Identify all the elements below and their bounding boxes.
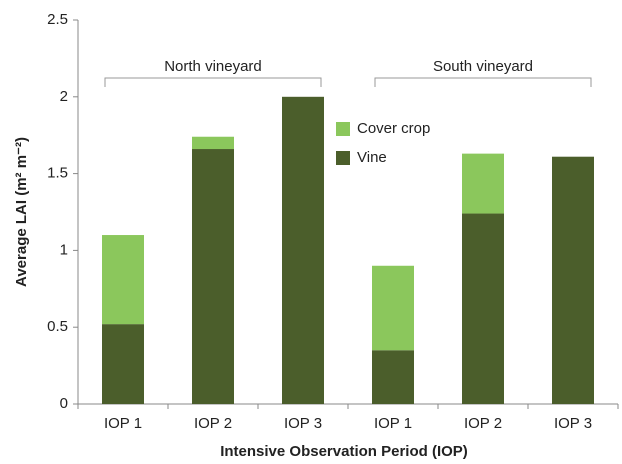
bar-segment	[192, 136, 234, 150]
legend-swatch	[336, 151, 350, 165]
bar-segment	[552, 156, 594, 404]
bar-segment	[462, 153, 504, 214]
x-tick-label: IOP 1	[374, 415, 412, 432]
y-tick-label: 0.5	[47, 318, 68, 335]
x-tick-label: IOP 3	[554, 415, 592, 432]
legend-label: Vine	[357, 149, 387, 166]
bar-segment	[192, 149, 234, 404]
y-tick-label: 2.5	[47, 11, 68, 28]
y-tick-label: 1	[60, 241, 68, 258]
y-tick-label: 0	[60, 395, 68, 412]
group-label: South vineyard	[433, 58, 533, 75]
y-axis-label: Average LAI (m² m⁻²)	[13, 137, 30, 287]
group-bracket	[104, 77, 322, 87]
x-tick-label: IOP 2	[194, 415, 232, 432]
y-tick-label: 1.5	[47, 165, 68, 182]
x-tick-label: IOP 2	[464, 415, 502, 432]
x-tick-label: IOP 1	[104, 415, 142, 432]
legend-label: Cover crop	[357, 120, 430, 137]
bar-segment	[372, 350, 414, 404]
y-tick-label: 2	[60, 88, 68, 105]
x-axis-label: Intensive Observation Period (IOP)	[220, 443, 468, 460]
x-tick-label: IOP 3	[284, 415, 322, 432]
bar-segment	[372, 265, 414, 351]
group-bracket	[374, 77, 592, 87]
legend-swatch	[336, 122, 350, 136]
group-label: North vineyard	[164, 58, 262, 75]
bar-segment	[462, 213, 504, 404]
bar-segment	[102, 235, 144, 325]
bar-segment	[102, 324, 144, 404]
bar-segment	[282, 96, 324, 405]
